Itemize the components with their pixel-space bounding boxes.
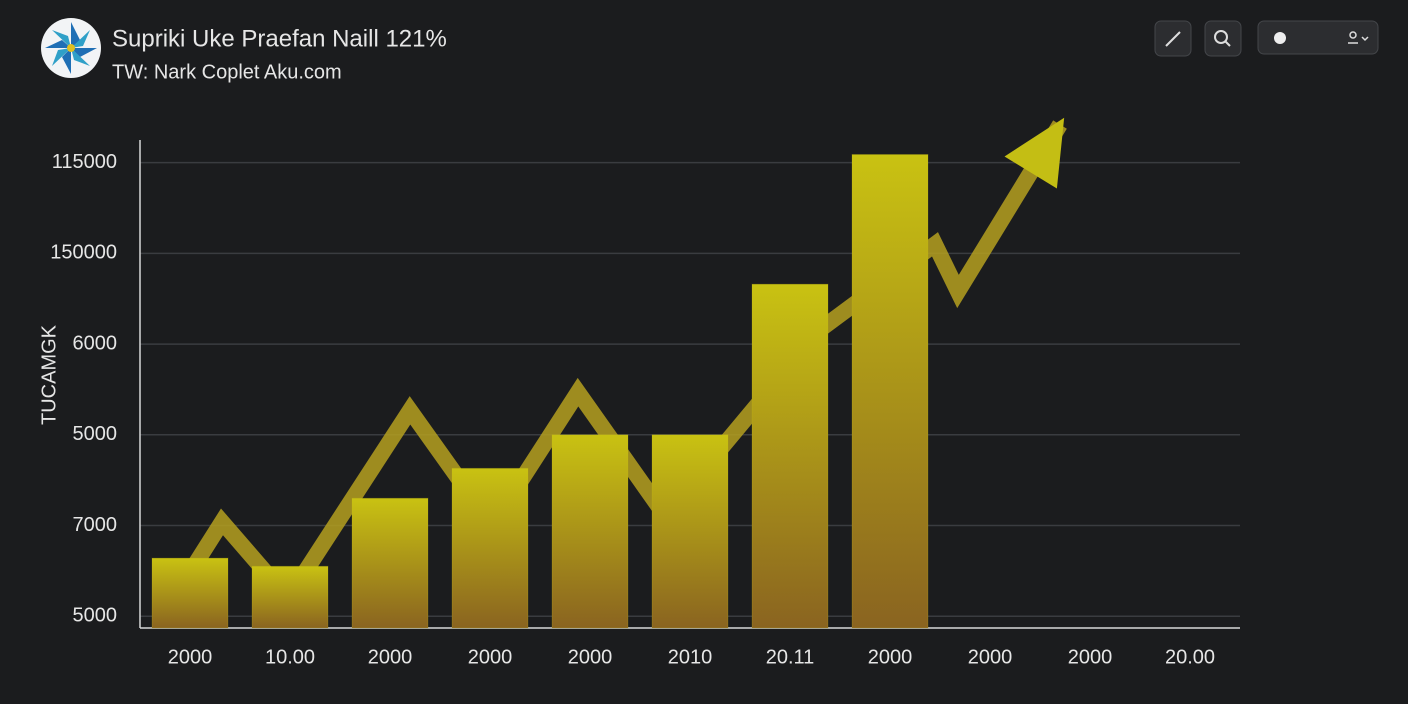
y-tick-label: 5000 bbox=[73, 423, 118, 445]
x-tick-label: 2000 bbox=[868, 646, 913, 668]
title: Supriki Uke Praefan Naill 121% bbox=[112, 25, 447, 52]
x-tick-label: 2000 bbox=[568, 646, 613, 668]
logo bbox=[41, 18, 101, 78]
y-tick-label: 7000 bbox=[73, 514, 118, 536]
user-dropdown[interactable] bbox=[1257, 20, 1379, 55]
bar bbox=[251, 565, 329, 629]
x-tick-label: 10.00 bbox=[265, 646, 315, 668]
x-tick-label: 2000 bbox=[968, 646, 1013, 668]
bar bbox=[851, 154, 929, 629]
bar bbox=[351, 497, 429, 629]
edit-button[interactable] bbox=[1154, 20, 1192, 57]
y-tick-label: 115000 bbox=[52, 151, 117, 173]
x-tick-label: 20.11 bbox=[766, 646, 815, 668]
x-tick-label: 2010 bbox=[668, 646, 713, 668]
x-tick-label: 20.00 bbox=[1165, 646, 1215, 668]
y-tick-label: 5000 bbox=[73, 604, 118, 626]
arrow-head bbox=[1004, 117, 1065, 189]
search-button[interactable] bbox=[1204, 20, 1242, 57]
x-tick-label: 2000 bbox=[468, 646, 513, 668]
bar bbox=[751, 283, 829, 629]
subtitle: TW: Nark Coplet Aku.com bbox=[112, 61, 342, 83]
bar bbox=[551, 434, 629, 629]
bar bbox=[451, 467, 529, 629]
y-axis-label: TUCAMGK bbox=[38, 324, 60, 425]
x-tick-label: 2000 bbox=[368, 646, 413, 668]
x-tick-label: 2000 bbox=[168, 646, 213, 668]
y-tick-label: 150000 bbox=[50, 242, 117, 264]
bar bbox=[651, 434, 729, 629]
bar bbox=[151, 557, 229, 629]
y-tick-label: 6000 bbox=[73, 332, 118, 354]
x-tick-label: 2000 bbox=[1068, 646, 1113, 668]
